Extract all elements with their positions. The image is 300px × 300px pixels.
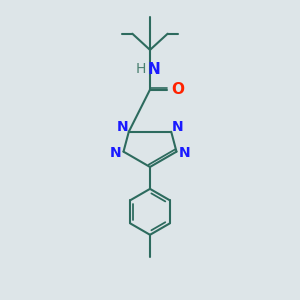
Text: N: N (110, 146, 121, 160)
Text: O: O (171, 82, 184, 97)
Text: N: N (116, 120, 128, 134)
Text: N: N (148, 61, 161, 76)
Text: N: N (172, 120, 184, 134)
Text: N: N (179, 146, 190, 160)
Text: H: H (136, 62, 146, 76)
